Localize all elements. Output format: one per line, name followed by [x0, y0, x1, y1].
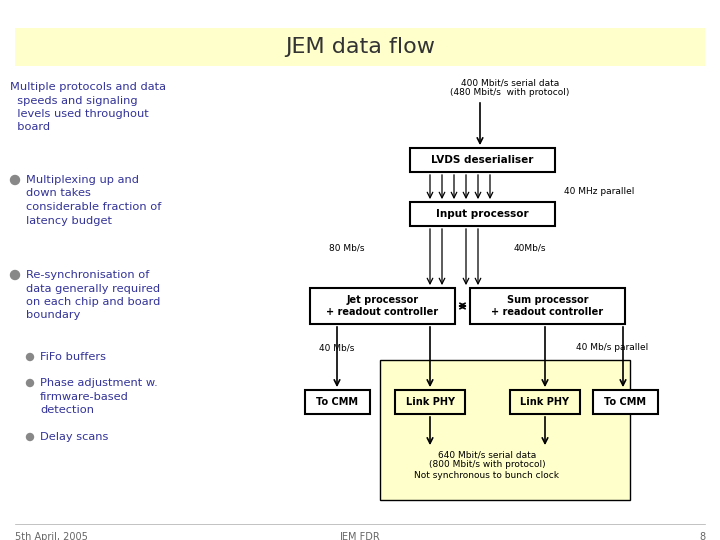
- Text: Sum processor
+ readout controller: Sum processor + readout controller: [492, 295, 603, 317]
- Text: 40 MHz parallel: 40 MHz parallel: [564, 187, 634, 197]
- Text: detection: detection: [40, 405, 94, 415]
- Text: 40 Mb/s parallel: 40 Mb/s parallel: [576, 343, 648, 353]
- Bar: [410, 202, 555, 226]
- Text: To CMM: To CMM: [317, 397, 359, 407]
- Text: Link PHY: Link PHY: [405, 397, 454, 407]
- Text: 5th April, 2005: 5th April, 2005: [15, 532, 88, 540]
- Bar: [510, 390, 580, 414]
- Text: levels used throughout: levels used throughout: [10, 109, 149, 119]
- Text: 40 Mb/s: 40 Mb/s: [319, 343, 355, 353]
- Text: on each chip and board: on each chip and board: [26, 297, 161, 307]
- Circle shape: [27, 434, 34, 441]
- Text: 80 Mb/s: 80 Mb/s: [329, 244, 365, 253]
- Bar: [310, 288, 455, 324]
- Text: To CMM: To CMM: [605, 397, 647, 407]
- Text: boundary: boundary: [26, 310, 81, 321]
- Circle shape: [11, 176, 19, 185]
- Text: latency budget: latency budget: [26, 215, 112, 226]
- Text: Re-synchronisation of: Re-synchronisation of: [26, 270, 149, 280]
- Text: JEM data flow: JEM data flow: [285, 37, 435, 57]
- Bar: [380, 360, 630, 500]
- Circle shape: [27, 354, 34, 361]
- Text: board: board: [10, 123, 50, 132]
- Text: FiFo buffers: FiFo buffers: [40, 352, 106, 362]
- Text: LVDS deserialiser: LVDS deserialiser: [431, 155, 534, 165]
- Text: down takes: down takes: [26, 188, 91, 199]
- Text: Delay scans: Delay scans: [40, 432, 109, 442]
- Text: 400 Mbit/s serial data
(480 Mbit/s  with protocol): 400 Mbit/s serial data (480 Mbit/s with …: [450, 78, 570, 97]
- Text: Input processor: Input processor: [436, 209, 528, 219]
- Text: considerable fraction of: considerable fraction of: [26, 202, 161, 212]
- Text: 640 Mbit/s serial data
(800 Mbit/s with protocol)
Not synchronous to bunch clock: 640 Mbit/s serial data (800 Mbit/s with …: [415, 450, 559, 480]
- Bar: [593, 390, 658, 414]
- Text: speeds and signaling: speeds and signaling: [10, 96, 138, 105]
- Text: Multiple protocols and data: Multiple protocols and data: [10, 82, 166, 92]
- Text: firmware-based: firmware-based: [40, 392, 129, 402]
- Text: Link PHY: Link PHY: [521, 397, 570, 407]
- Text: JEM FDR: JEM FDR: [340, 532, 380, 540]
- Text: Multiplexing up and: Multiplexing up and: [26, 175, 139, 185]
- Bar: [410, 148, 555, 172]
- Bar: [470, 288, 625, 324]
- Bar: [15, 28, 705, 66]
- Bar: [305, 390, 370, 414]
- Circle shape: [11, 271, 19, 280]
- Circle shape: [27, 380, 34, 387]
- Text: 8: 8: [699, 532, 705, 540]
- Text: Phase adjustment w.: Phase adjustment w.: [40, 378, 158, 388]
- Text: data generally required: data generally required: [26, 284, 160, 294]
- Text: 40Mb/s: 40Mb/s: [514, 244, 546, 253]
- Bar: [395, 390, 465, 414]
- Text: Jet processor
+ readout controller: Jet processor + readout controller: [326, 295, 438, 317]
